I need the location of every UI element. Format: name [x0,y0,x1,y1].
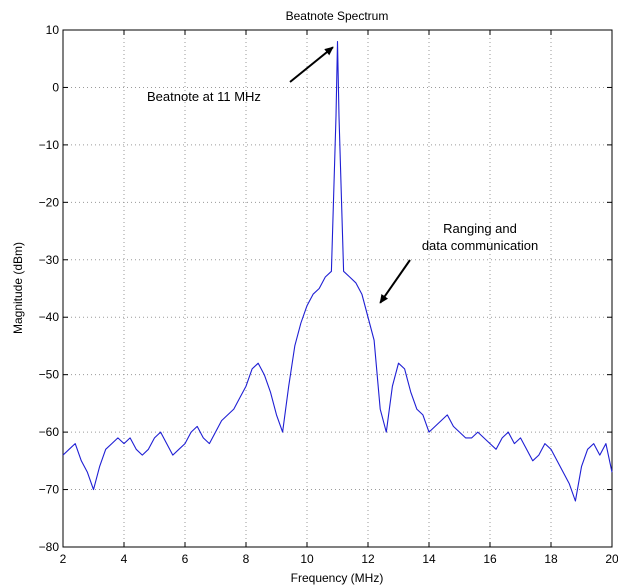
y-tick-label: 10 [46,23,60,37]
x-tick-label: 16 [483,552,497,566]
y-tick-label: −40 [39,310,60,324]
y-tick-label: −30 [39,253,60,267]
y-tick-label: −60 [39,425,60,439]
x-tick-label: 12 [361,552,375,566]
x-tick-label: 6 [182,552,189,566]
axis-ticks: 2 4 6 8 10 12 14 16 18 20 10 0 −10 −20 −30 −40 −50 −60 −70… [39,23,618,566]
y-tick-label: −80 [39,540,60,554]
x-tick-label: 18 [544,552,558,566]
x-tick-label: 4 [121,552,128,566]
series-layer [62,40,613,502]
y-tick-label: −10 [39,138,60,152]
y-tick-label: −70 [39,483,60,497]
x-tick-label: 20 [605,552,618,566]
x-tick-label: 8 [243,552,250,566]
grid-lines [63,30,612,547]
annotation-beatnote-arrow [289,46,334,83]
y-tick-label: −50 [39,368,60,382]
x-tick-label: 2 [60,552,67,566]
spectrum-series-line [62,40,613,502]
chart-title: Beatnote Spectrum [286,9,389,23]
annotation-ranging-arrow [379,259,411,304]
annotation-ranging-label-line1: Ranging and [443,221,517,236]
x-axis-title: Frequency (MHz) [291,571,384,585]
x-tick-label: 10 [300,552,314,566]
x-tick-label: 14 [422,552,436,566]
plot-area-frame [62,29,613,548]
y-axis-title: Magnitude (dBm) [11,242,25,334]
annotations-layer: Beatnote at 11 MHz Ranging and data commun… [147,46,538,304]
annotation-beatnote-label: Beatnote at 11 MHz [147,89,261,104]
y-tick-label: −20 [39,195,60,209]
y-tick-label: 0 [52,80,59,94]
annotation-ranging-label-line2: data communication [422,238,538,253]
